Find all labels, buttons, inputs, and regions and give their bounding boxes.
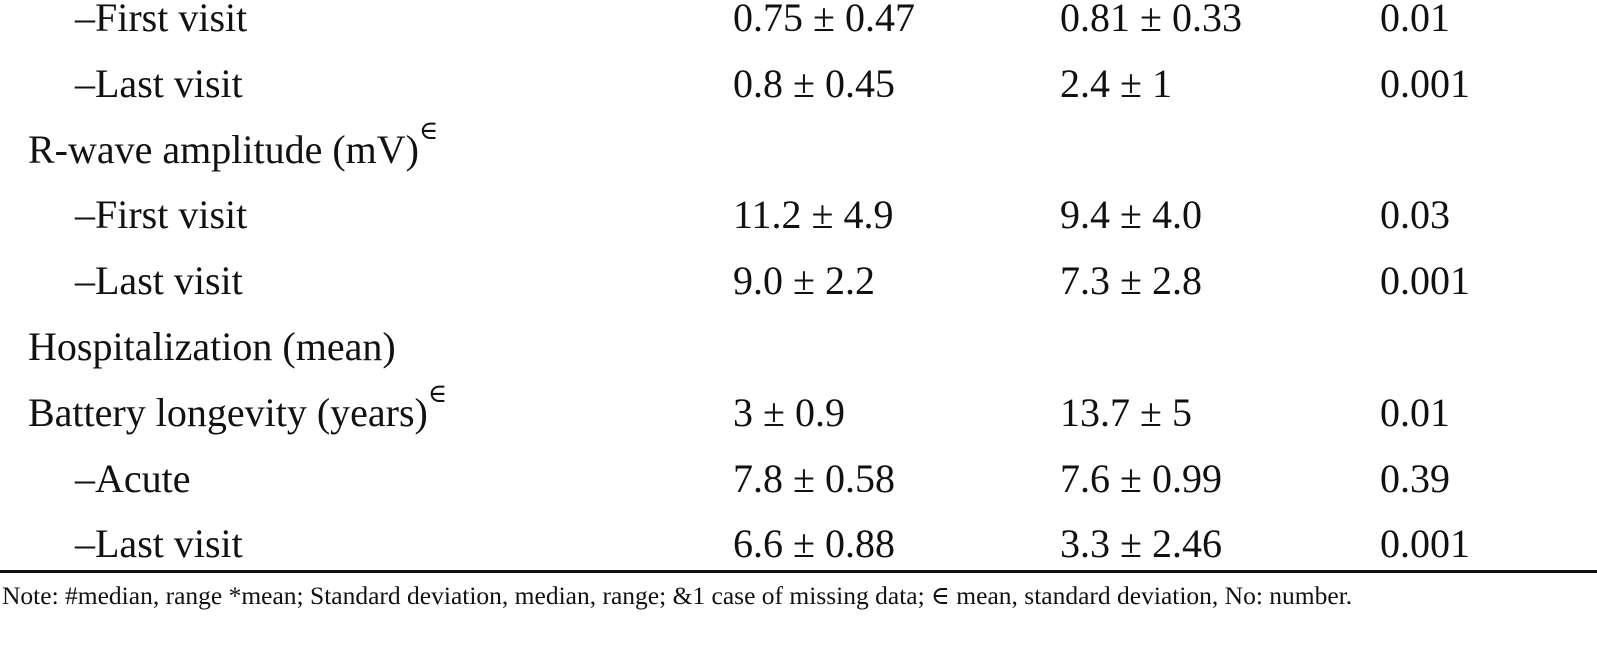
table-cell: 0.01 bbox=[1380, 0, 1450, 40]
row-label: –Last visit bbox=[75, 511, 243, 577]
row-label: Battery longevity (years)∈ bbox=[28, 378, 448, 446]
row-label: R-wave amplitude (mV)∈ bbox=[28, 115, 439, 183]
table-cell: 7.6 ± 0.99 bbox=[1060, 455, 1222, 501]
row-label: –Last visit bbox=[75, 51, 243, 117]
table-cell: 0.01 bbox=[1380, 389, 1450, 435]
table-row: Battery longevity (years)∈ 3 ± 0.9 13.7 ± … bbox=[0, 378, 1597, 446]
row-label: –First visit bbox=[75, 0, 247, 51]
label-text: –Last visit bbox=[75, 60, 243, 106]
row-label: –Acute bbox=[75, 446, 191, 512]
table-cell: 7.8 ± 0.58 bbox=[733, 455, 895, 501]
table-cell: 0.001 bbox=[1380, 60, 1470, 106]
table-row: –First visit 11.2 ± 4.9 9.4 ± 4.0 0.03 bbox=[0, 182, 1597, 248]
table-cell: 0.001 bbox=[1380, 258, 1470, 304]
table-row: –Last visit 0.8 ± 0.45 2.4 ± 1 0.001 bbox=[0, 51, 1597, 117]
superscript: ∈ bbox=[419, 115, 439, 145]
row-label: –First visit bbox=[75, 182, 247, 248]
label-text: –Last visit bbox=[75, 258, 243, 304]
row-label: Hospitalization (mean) bbox=[28, 314, 396, 380]
label-text: Battery longevity (years) bbox=[28, 389, 428, 435]
label-text: Hospitalization (mean) bbox=[28, 324, 396, 369]
table-cell: 9.4 ± 4.0 bbox=[1060, 192, 1202, 238]
table-cell: 0.03 bbox=[1380, 192, 1450, 238]
label-text: –First visit bbox=[75, 192, 248, 238]
table-row: R-wave amplitude (mV)∈ bbox=[0, 115, 1597, 183]
table-cell: 3 ± 0.9 bbox=[733, 389, 845, 435]
label-text: –First visit bbox=[75, 0, 248, 40]
table-cell: 6.6 ± 0.88 bbox=[733, 521, 895, 567]
table-cell: 2.4 ± 1 bbox=[1060, 60, 1172, 106]
table-cell: 0.001 bbox=[1380, 521, 1470, 567]
table-cell: 0.8 ± 0.45 bbox=[733, 60, 895, 106]
table-row: –First visit 0.75 ± 0.47 0.81 ± 0.33 0.01 bbox=[0, 0, 1597, 51]
table-cell: 7.3 ± 2.8 bbox=[1060, 258, 1202, 304]
table-row: Hospitalization (mean) bbox=[0, 314, 1597, 380]
table-row: –Acute 7.8 ± 0.58 7.6 ± 0.99 0.39 bbox=[0, 446, 1597, 512]
table-note: Note: #median, range *mean; Standard dev… bbox=[2, 581, 1353, 610]
table-cell: 13.7 ± 5 bbox=[1060, 389, 1192, 435]
label-text: R-wave amplitude (mV) bbox=[28, 126, 419, 172]
table-cell: 11.2 ± 4.9 bbox=[733, 192, 894, 238]
table-cell: 0.39 bbox=[1380, 455, 1450, 501]
superscript: ∈ bbox=[427, 378, 448, 408]
table-cell: 3.3 ± 2.46 bbox=[1060, 521, 1222, 567]
table-cell: 0.75 ± 0.47 bbox=[733, 0, 915, 40]
label-text: –Acute bbox=[75, 455, 191, 501]
table-cell: 9.0 ± 2.2 bbox=[733, 258, 875, 304]
label-text: –Last visit bbox=[75, 521, 243, 567]
row-label: –Last visit bbox=[75, 248, 243, 314]
table-row: –Last visit 9.0 ± 2.2 7.3 ± 2.8 0.001 bbox=[0, 248, 1597, 314]
table-cell: 0.81 ± 0.33 bbox=[1060, 0, 1242, 40]
table-rule bbox=[0, 570, 1597, 573]
table-row: –Last visit 6.6 ± 0.88 3.3 ± 2.46 0.001 bbox=[0, 511, 1597, 577]
